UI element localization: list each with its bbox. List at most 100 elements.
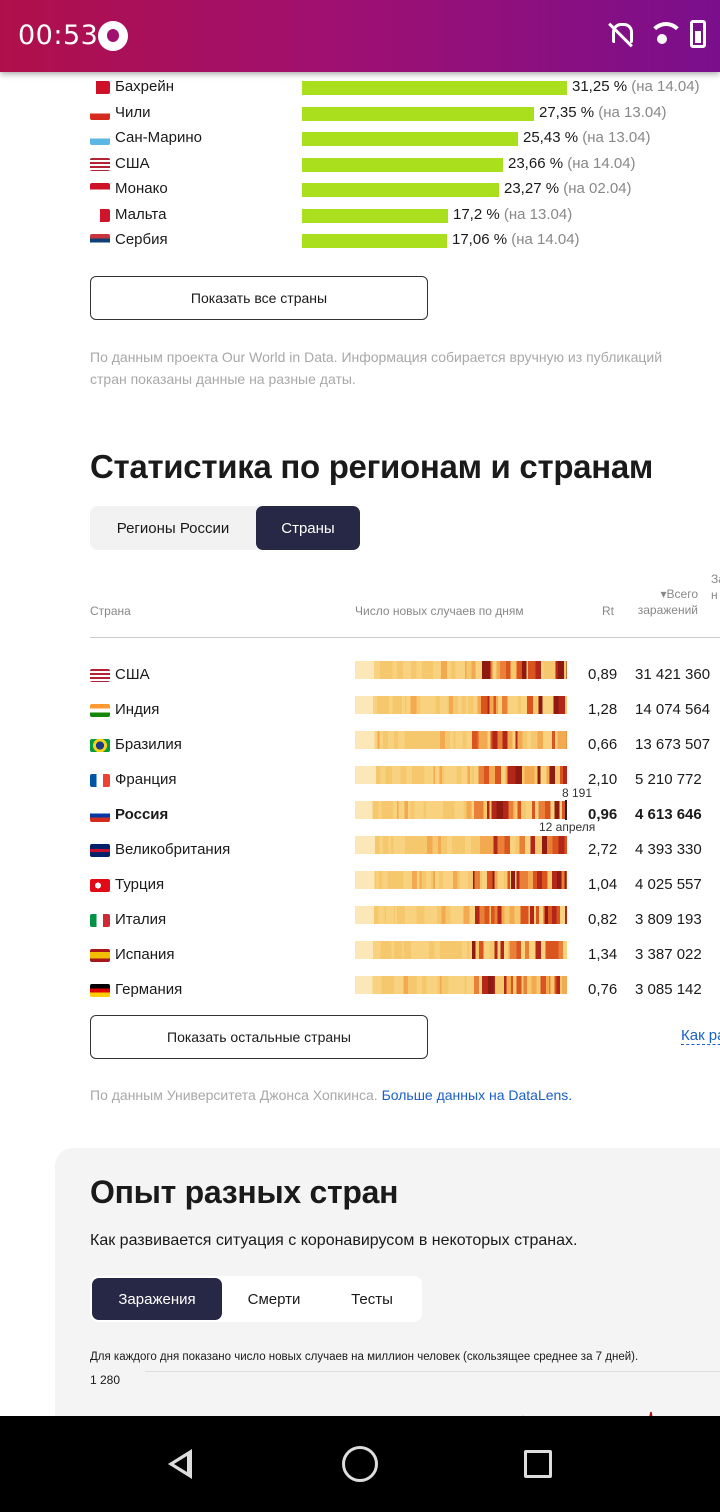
- chart-series-line: [649, 1411, 653, 1416]
- vaccination-date: (на 14.04): [631, 78, 700, 95]
- daily-cases-heatmap[interactable]: [355, 976, 567, 994]
- flag-icon: [90, 704, 110, 717]
- vaccination-percent: 17,2 %: [453, 205, 500, 223]
- table-row[interactable]: США 0,89 31 421 360: [90, 660, 720, 690]
- rt-value: 0,82: [588, 911, 618, 928]
- vaccination-row: Сан-Марино 25,43 % (на 13.04): [90, 127, 720, 149]
- vaccination-value: 25,43 % (на 13.04): [523, 129, 651, 146]
- col-country: Страна: [90, 604, 131, 618]
- status-time: 00:53: [18, 20, 99, 51]
- vaccination-date: (на 02.04): [563, 180, 632, 197]
- country-name: Франция: [115, 771, 177, 788]
- flag-icon: [90, 774, 110, 787]
- daily-cases-heatmap[interactable]: [355, 871, 567, 889]
- daily-cases-heatmap[interactable]: [355, 836, 567, 854]
- table-row[interactable]: Франция 2,10 5 210 772: [90, 765, 720, 795]
- table-row[interactable]: Турция 1,04 4 025 557: [90, 870, 720, 900]
- daily-cases-heatmap[interactable]: [355, 696, 567, 714]
- app-notification-icon: [98, 21, 128, 51]
- rt-value: 2,72: [588, 841, 618, 858]
- table-row[interactable]: Россия 0,96 4 613 646: [90, 800, 720, 830]
- table-row[interactable]: Бразилия 0,66 13 673 507: [90, 730, 720, 760]
- status-icons: [606, 20, 706, 48]
- vaccination-percent: 23,66 %: [508, 154, 564, 172]
- back-icon[interactable]: [162, 1446, 198, 1482]
- flag-icon: [90, 844, 110, 857]
- daily-cases-heatmap[interactable]: [355, 801, 567, 819]
- vaccination-bar: [302, 106, 534, 121]
- country-name: США: [115, 666, 150, 683]
- rt-value: 0,96: [588, 806, 618, 823]
- chart-note: Для каждого дня показано число новых слу…: [90, 1351, 639, 1363]
- col-total-line2: заражений: [637, 603, 698, 617]
- total-cases: 4 025 557: [635, 876, 702, 893]
- table-row[interactable]: Великобритания 2,72 4 393 330: [90, 835, 720, 865]
- table-row[interactable]: Италия 0,82 3 809 193: [90, 905, 720, 935]
- system-nav-bar: [0, 1416, 720, 1512]
- status-bar: 00:53: [0, 0, 720, 72]
- country-name: Мальта: [115, 205, 167, 223]
- flag-icon: [90, 208, 110, 222]
- tab-deaths[interactable]: Смерти: [247, 1290, 301, 1308]
- vaccination-value: 27,35 % (на 13.04): [539, 104, 667, 121]
- country-name: Монако: [115, 180, 168, 197]
- vaccination-bar: [302, 132, 518, 146]
- experience-subtitle: Как развивается ситуация с коронавирусом…: [90, 1232, 578, 1249]
- flag-icon: [90, 234, 110, 247]
- flag-icon: [90, 809, 110, 822]
- tab-russia-regions[interactable]: Регионы России: [116, 519, 230, 537]
- daily-cases-heatmap[interactable]: [355, 731, 567, 749]
- col-extra-line2: н: [711, 588, 718, 602]
- vaccination-source-note: По данным проекта Our World in Data. Инф…: [90, 346, 662, 390]
- page-content[interactable]: Бахрейн 31,25 % (на 14.04) Чили 27,35 % (на…: [0, 72, 720, 1416]
- table-row[interactable]: Испания 1,34 3 387 022: [90, 940, 720, 970]
- col-rt[interactable]: Rt: [602, 604, 614, 618]
- vaccination-bar: [302, 81, 567, 95]
- how-link[interactable]: Как ра: [681, 1027, 720, 1045]
- vaccination-percent: 31,25 %: [572, 78, 628, 95]
- experience-tabs: Заражения Смерти Тесты: [90, 1276, 422, 1322]
- datalens-link[interactable]: Больше данных на DataLens.: [381, 1087, 573, 1103]
- table-row[interactable]: Индия 1,28 14 074 564: [90, 695, 720, 725]
- total-cases: 4 613 646: [635, 806, 702, 823]
- vaccination-row: Мальта 17,2 % (на 13.04): [90, 204, 720, 226]
- daily-cases-heatmap[interactable]: [355, 906, 567, 924]
- vaccination-percent: 23,27 %: [504, 180, 560, 197]
- flag-icon: [90, 132, 110, 145]
- wifi-icon: [648, 20, 684, 48]
- home-icon[interactable]: [342, 1446, 378, 1482]
- daily-cases-heatmap[interactable]: [355, 661, 567, 679]
- tab-tests[interactable]: Тесты: [351, 1290, 393, 1308]
- total-cases: 5 210 772: [635, 771, 702, 788]
- vaccination-value: 23,66 % (на 14.04): [508, 155, 636, 172]
- rt-value: 0,89: [588, 666, 618, 683]
- recents-icon[interactable]: [524, 1450, 552, 1478]
- vaccination-row: Бахрейн 31,25 % (на 14.04): [90, 76, 720, 98]
- col-total-line1: ▾Всего: [660, 587, 699, 601]
- country-name: Испания: [115, 946, 175, 963]
- country-name: Сербия: [115, 231, 168, 248]
- vaccination-bar: [302, 208, 448, 223]
- daily-cases-heatmap[interactable]: [355, 766, 567, 784]
- show-all-countries-button[interactable]: Показать все страны: [90, 276, 428, 320]
- battery-icon: [690, 20, 706, 48]
- col-extra: За н: [711, 572, 720, 602]
- daily-cases-heatmap[interactable]: [355, 941, 567, 959]
- table-row[interactable]: Германия 0,76 3 085 142: [90, 975, 720, 1005]
- col-total[interactable]: ▾Всего заражений: [626, 587, 698, 617]
- rt-value: 0,66: [588, 736, 618, 753]
- vaccination-row: США 23,66 % (на 14.04): [90, 153, 720, 175]
- bell-off-icon: [606, 20, 634, 48]
- flag-icon: [90, 949, 110, 962]
- tab-infections[interactable]: Заражения: [92, 1278, 222, 1320]
- show-rest-countries-button[interactable]: Показать остальные страны: [90, 1015, 428, 1059]
- col-extra-line1: За: [711, 572, 720, 586]
- tab-countries[interactable]: Страны: [256, 506, 360, 550]
- country-name: Россия: [115, 806, 169, 823]
- source-line-1: По данным проекта Our World in Data. Инф…: [90, 349, 663, 365]
- country-name: Индия: [115, 701, 160, 718]
- stats-source-text: По данным Университета Джонса Хопкинса.: [90, 1087, 378, 1103]
- vaccination-bar: [302, 183, 499, 197]
- stats-title: Статистика по регионам и странам: [90, 448, 654, 485]
- total-cases: 4 393 330: [635, 841, 702, 858]
